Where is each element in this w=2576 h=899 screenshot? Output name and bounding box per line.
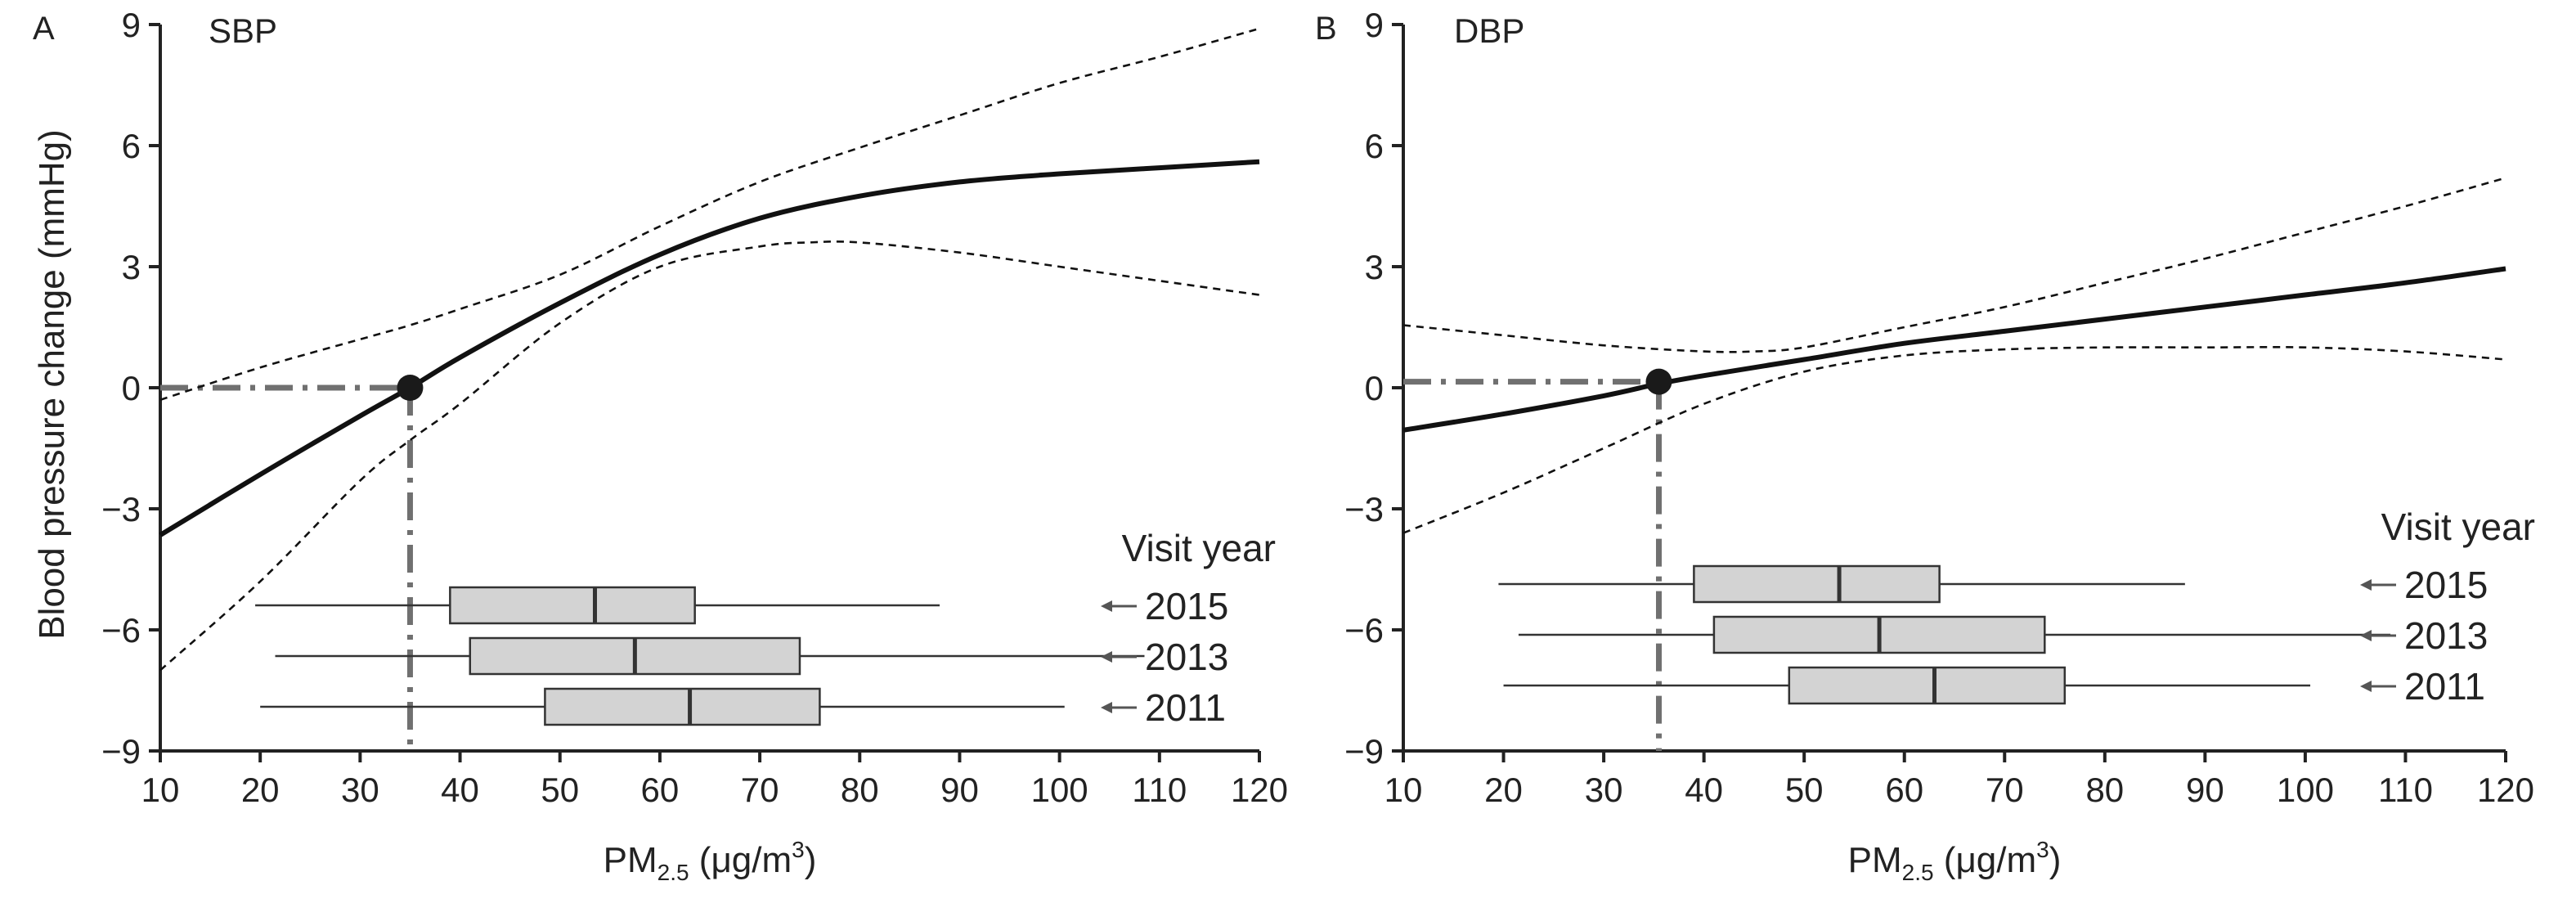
y-tick-label: −6 [1344,611,1384,650]
curve-estimate [1402,266,2506,433]
arrow-left-icon [1101,600,1112,612]
boxplot-box-2015 [1693,564,1941,604]
x-tick-label: 30 [341,771,379,809]
year-label-2013: 2013 [1145,636,1228,678]
curve-lower-ci [159,240,1260,672]
x-tick-label: 60 [641,771,680,809]
arrow-left-icon [1101,702,1112,713]
panel-title: SBP [209,11,277,50]
arrow-left-icon [2360,630,2372,641]
x-tick-label: 50 [1785,771,1824,809]
year-label-2011: 2011 [1145,686,1226,729]
y-tick-label: 0 [122,369,141,407]
x-axis-title: PM2.5 (μg/m3) [604,837,817,885]
y-tick-label: 3 [122,248,141,286]
boxplot-box-2015 [449,586,696,625]
arrow-left-icon [1101,651,1112,663]
x-tick-label: 10 [1384,771,1423,809]
year-label-2013: 2013 [2404,614,2488,657]
x-tick-label: 20 [241,771,280,809]
x-tick-label: 30 [1585,771,1623,809]
y-tick-label: 9 [122,6,141,44]
x-tick-label: 110 [1132,771,1187,809]
curve-estimate [159,159,1260,537]
panel-letter: A [33,11,55,47]
x-tick-label: 50 [541,771,579,809]
arrow-left-icon [2360,681,2372,692]
y-tick-label: −6 [101,611,141,650]
x-axis-title: PM2.5 (μg/m3) [1848,837,2062,885]
y-tick-label: −3 [1344,490,1384,528]
x-tick-label: 40 [1685,771,1723,809]
x-tick-label: 120 [1231,771,1288,809]
x-tick-label: 60 [1885,771,1923,809]
curve-upper-ci [159,27,1260,402]
panel-letter: B [1315,11,1337,47]
panel-title: DBP [1454,11,1524,50]
y-tick-label: 9 [1365,6,1384,44]
x-tick-label: 10 [141,771,180,809]
x-tick-label: 80 [841,771,879,809]
x-tick-label: 90 [940,771,979,809]
x-tick-label: 120 [2477,771,2534,809]
reference-point [1645,368,1672,395]
y-axis-title: Blood pressure change (mmHg) [32,129,72,640]
legend-title: Visit year [2381,506,2535,548]
legend-title: Visit year [1122,527,1276,569]
x-tick-label: 70 [741,771,779,809]
panel-a: −9 −6 −3 0 3 6 9 10 20 30 40 50 60 70 80 90 100 110 120 PM2… [33,6,1288,885]
y-tick-label: −9 [1344,732,1384,771]
arrow-left-icon [2360,579,2372,591]
panel-b: −9 −6 −3 0 3 6 9 10 20 30 40 50 60 70 80 90 100 110 120 PM2… [1315,6,2535,885]
reference-point [397,375,424,401]
y-tick-label: −3 [101,490,141,528]
x-tick-label: 100 [1031,771,1088,809]
curve-lower-ci [1402,346,2506,534]
y-tick-label: −9 [101,732,141,771]
x-tick-label: 110 [2378,771,2433,809]
x-tick-label: 20 [1484,771,1523,809]
boxplot-box-2011 [1788,666,2067,705]
x-tick-label: 40 [441,771,479,809]
x-tick-label: 100 [2277,771,2334,809]
y-tick-label: 6 [1365,127,1384,165]
y-tick-label: 3 [1365,248,1384,286]
y-tick-label: 6 [122,127,141,165]
y-tick-label: 0 [1365,369,1384,407]
x-tick-label: 80 [2085,771,2124,809]
x-tick-label: 70 [1986,771,2024,809]
boxplot-box-2011 [544,687,821,726]
year-label-2015: 2015 [1145,585,1228,627]
year-label-2015: 2015 [2404,564,2488,606]
year-label-2011: 2011 [2404,665,2485,708]
x-tick-label: 90 [2186,771,2224,809]
curve-upper-ci [1402,177,2506,353]
